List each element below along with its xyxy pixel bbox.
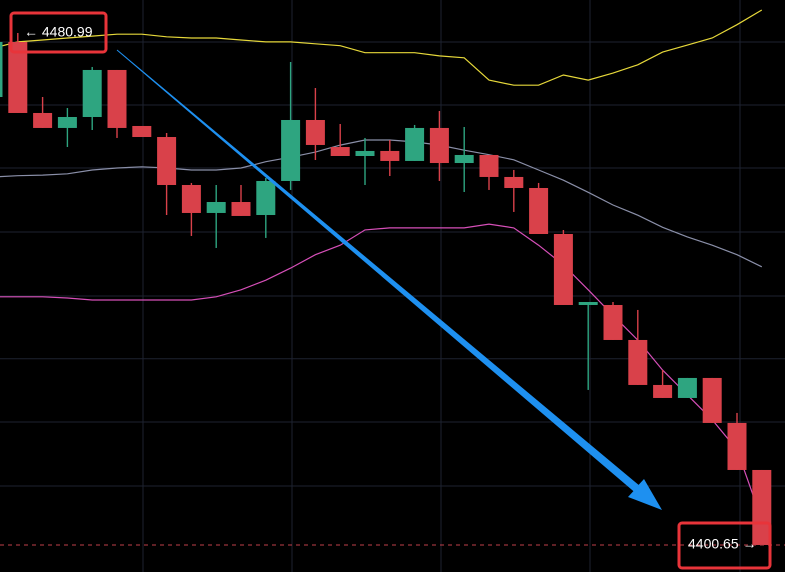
low-marker-box bbox=[677, 521, 772, 570]
candle-body bbox=[702, 377, 722, 423]
candle-body bbox=[231, 202, 251, 216]
high-marker-label: ← 4480.99 bbox=[24, 24, 93, 40]
candles bbox=[0, 33, 772, 545]
candle-body bbox=[479, 154, 499, 177]
candle-body bbox=[454, 154, 474, 164]
candle-body bbox=[132, 125, 152, 138]
candle-body bbox=[603, 304, 623, 340]
candle-body bbox=[355, 150, 375, 156]
candle-body bbox=[405, 127, 425, 161]
candle-body bbox=[107, 69, 127, 128]
candle-body bbox=[727, 422, 747, 470]
candle-body bbox=[82, 69, 102, 117]
band-line bbox=[0, 223, 763, 521]
candle-body bbox=[628, 339, 648, 385]
trend-arrow bbox=[116, 49, 662, 510]
low-marker-label: 4400.65 → bbox=[688, 536, 757, 552]
candle-body bbox=[504, 176, 524, 188]
candle-body bbox=[157, 137, 177, 185]
candle-body bbox=[305, 119, 325, 145]
candle-body bbox=[0, 41, 3, 97]
band-line bbox=[0, 9, 763, 86]
bands bbox=[0, 9, 763, 521]
candle-body bbox=[380, 150, 400, 161]
candle-body bbox=[330, 147, 350, 156]
candle-body bbox=[429, 127, 449, 164]
candle-body bbox=[752, 469, 772, 545]
candle-body bbox=[653, 384, 673, 398]
candle-body bbox=[57, 117, 77, 128]
high-marker-box bbox=[9, 11, 108, 54]
candle-body bbox=[281, 119, 301, 181]
vertical-grid bbox=[142, 0, 741, 572]
band-line bbox=[0, 139, 763, 268]
candle-body bbox=[553, 234, 573, 305]
candle-body bbox=[181, 184, 201, 213]
candle-body bbox=[8, 41, 28, 113]
candle-body bbox=[677, 377, 697, 398]
candle-body bbox=[33, 112, 53, 128]
candle-body bbox=[256, 180, 276, 216]
horizontal-grid bbox=[0, 41, 785, 487]
candle-body bbox=[578, 301, 598, 305]
candle-body bbox=[529, 187, 549, 234]
candle-body bbox=[206, 202, 226, 213]
